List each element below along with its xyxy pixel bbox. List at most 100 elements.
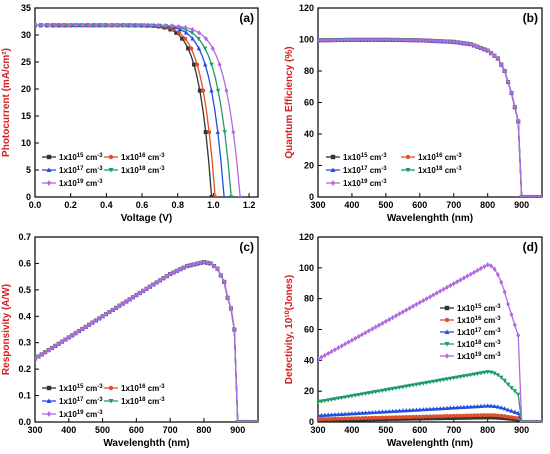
data-point	[336, 411, 341, 417]
y-tick-label: 80	[304, 294, 314, 304]
x-tick-label: 1.0	[207, 200, 220, 210]
data-point	[197, 30, 202, 36]
data-point	[444, 377, 450, 382]
data-point	[529, 194, 534, 197]
x-tick-label: 800	[480, 200, 495, 210]
data-point	[387, 387, 392, 392]
legend-item: 1x1015 cm-3	[326, 153, 387, 162]
data-point	[39, 22, 44, 28]
legend: 1x1015 cm-3 1x1016 cm-3 1x1017 cm-3 1x1018 …	[42, 153, 165, 188]
data-point	[356, 410, 361, 415]
x-tick-label: 400	[344, 425, 359, 435]
x-tick-label: 600	[412, 425, 427, 435]
legend: 1x1015 cm-3 1x1016 cm-3 1x1017 cm-3 1x1018 …	[42, 384, 165, 419]
data-point	[356, 37, 361, 43]
data-point	[336, 396, 341, 401]
data-point	[329, 348, 334, 355]
data-point	[252, 419, 257, 422]
data-point	[495, 55, 500, 61]
data-point	[49, 345, 54, 351]
data-point	[207, 130, 212, 135]
data-point	[380, 320, 385, 326]
y-tick-label: 40	[304, 355, 314, 365]
data-point	[438, 414, 443, 419]
y-tick-label: 35	[21, 3, 31, 13]
series-5	[35, 259, 258, 422]
data-point	[107, 309, 112, 315]
data-point	[370, 410, 375, 415]
data-point	[468, 415, 473, 420]
x-tick-label: 800	[196, 425, 211, 435]
data-point	[373, 389, 378, 395]
data-point	[458, 413, 463, 418]
y-tick-label: 0.3	[18, 338, 31, 348]
data-point	[421, 298, 426, 304]
data-point	[475, 415, 480, 420]
x-tick-label: 0.2	[64, 200, 77, 210]
data-point	[421, 381, 426, 386]
data-point	[127, 296, 132, 302]
data-point	[80, 22, 85, 28]
panel-3: 300 400 500 600 700 800 900 0.0 0.1 0.2 0.3 0.4 0.5 0…	[1, 232, 259, 449]
legend-marker	[444, 342, 450, 347]
plot-frame	[34, 236, 259, 423]
y-tick-label: 20	[304, 386, 314, 396]
data-point	[383, 409, 389, 414]
data-point	[441, 38, 446, 44]
data-point	[417, 37, 422, 43]
legend-item: 1x1018 cm-3	[401, 166, 462, 175]
data-point	[387, 415, 392, 420]
data-point	[190, 36, 195, 41]
data-point	[63, 336, 68, 343]
data-point	[74, 22, 79, 28]
data-point	[478, 371, 484, 376]
data-point	[189, 46, 194, 51]
data-point	[387, 37, 392, 43]
data-point	[346, 416, 351, 421]
data-point	[209, 62, 214, 67]
data-point	[147, 284, 152, 290]
data-point	[46, 347, 51, 353]
data-point	[397, 311, 402, 317]
data-point	[390, 386, 395, 392]
y-tick-label: 40	[304, 129, 314, 139]
data-point	[332, 37, 337, 43]
legend-item: 1x1019 cm-3	[326, 179, 387, 188]
data-point	[400, 309, 405, 315]
data-point	[455, 39, 460, 45]
legend-item: 1x1019 cm-3	[42, 410, 103, 419]
data-point	[130, 294, 135, 300]
data-point	[465, 273, 470, 279]
legend-marker	[405, 168, 411, 173]
data-point	[366, 328, 371, 334]
data-point	[346, 394, 351, 399]
y-tick-label: 0	[309, 192, 314, 202]
data-point	[516, 118, 521, 124]
data-point	[454, 375, 460, 380]
data-point	[431, 379, 436, 384]
data-point	[482, 415, 487, 420]
data-point	[202, 46, 208, 51]
data-point	[519, 194, 524, 197]
data-point	[329, 397, 334, 402]
data-point	[90, 320, 95, 326]
data-point	[475, 403, 480, 409]
data-point	[468, 271, 473, 277]
series-1e19	[35, 22, 243, 197]
data-point	[360, 331, 365, 338]
data-point	[205, 260, 210, 266]
x-tick-label: 400	[61, 425, 76, 435]
data-point	[424, 380, 429, 386]
series-1e18	[318, 370, 542, 422]
legend-marker	[46, 411, 52, 417]
data-point	[363, 37, 368, 43]
data-point	[488, 370, 494, 375]
data-point	[366, 391, 372, 396]
data-point	[363, 391, 368, 396]
data-point	[390, 408, 395, 414]
data-point	[332, 347, 337, 353]
data-point	[492, 413, 497, 418]
panel-4: 300 400 500 600 700 800 900 0 20 40 60 80 100 120 Wave…	[284, 232, 543, 449]
data-point	[458, 374, 463, 380]
data-point	[478, 45, 483, 51]
